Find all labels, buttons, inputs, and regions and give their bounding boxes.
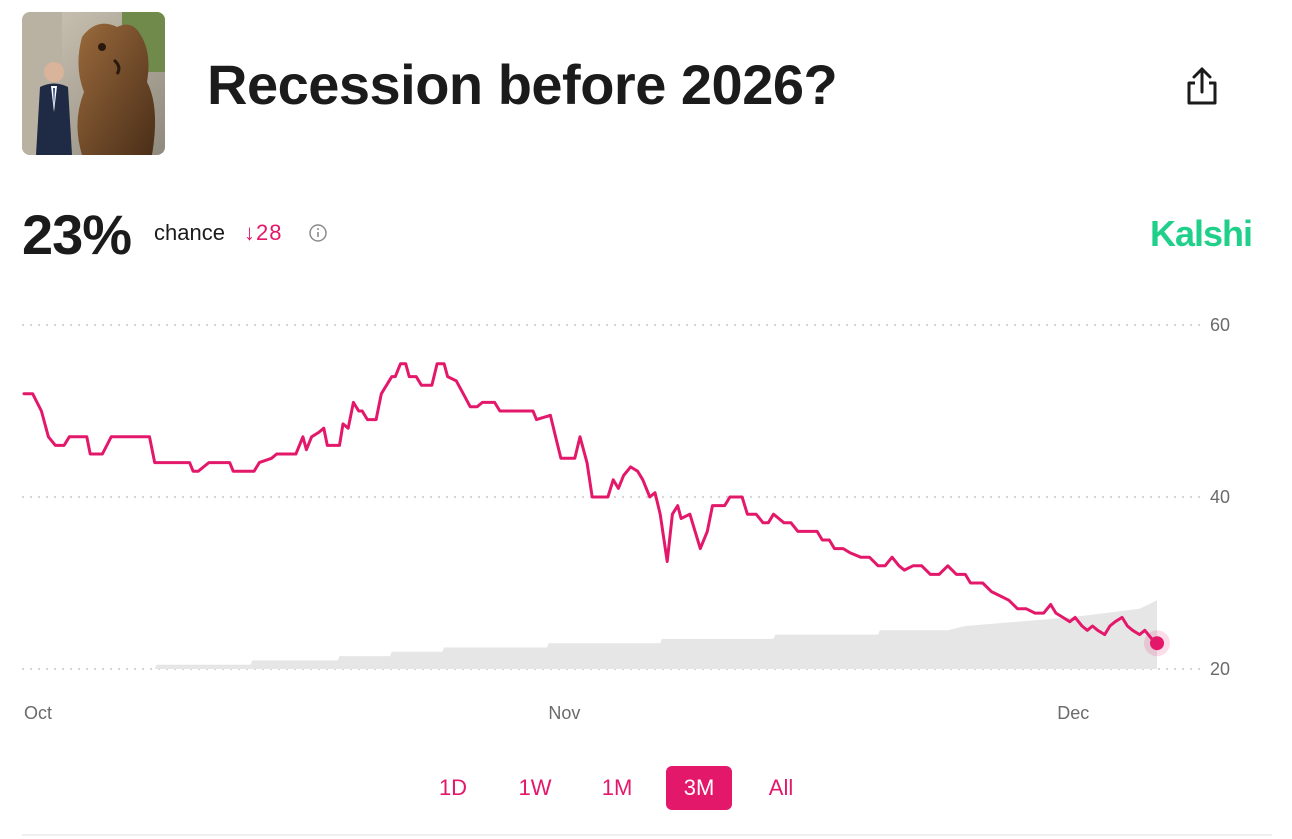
y-tick-label: 60 [1210,315,1230,335]
range-tab-1d[interactable]: 1D [438,775,468,800]
series-line [22,362,1159,645]
range-tab-1m[interactable]: 1M [601,775,633,800]
endpoint-marker [1150,636,1164,651]
probability-value: 23% [22,203,132,266]
endpoint-layer [1144,630,1170,657]
range-selector: 1D 1W 1M 3M All [420,766,830,810]
probability-label: chance [154,220,225,245]
y-tick-label: 20 [1210,659,1230,679]
x-axis-ticks: Oct Nov Dec [24,703,1089,723]
range-tab-3m[interactable]: 3M [666,766,732,810]
market-image [22,12,165,155]
price-line-layer [22,362,1159,645]
share-button[interactable] [1176,60,1228,112]
market-image-illustration [22,12,165,155]
volume-area-shape [24,600,1157,669]
range-tab-all[interactable]: All [768,775,794,800]
info-icon[interactable] [307,222,329,244]
volume-area [24,600,1157,669]
y-axis-ticks: 20 40 60 [1210,315,1230,679]
price-chart: 20 40 60 Oct Nov Dec [22,315,1230,723]
chart-grid [22,324,1200,670]
range-tab-1w[interactable]: 1W [518,775,552,800]
probability-change: ↓28 [244,220,283,245]
brand-logo: Kalshi [1149,213,1253,254]
x-tick-label: Dec [1057,703,1089,723]
bottom-divider [22,834,1272,836]
share-icon [1187,67,1217,105]
x-tick-label: Oct [24,703,52,723]
x-tick-label: Nov [548,703,580,723]
y-tick-label: 40 [1210,487,1230,507]
market-title: Recession before 2026? [207,53,838,116]
